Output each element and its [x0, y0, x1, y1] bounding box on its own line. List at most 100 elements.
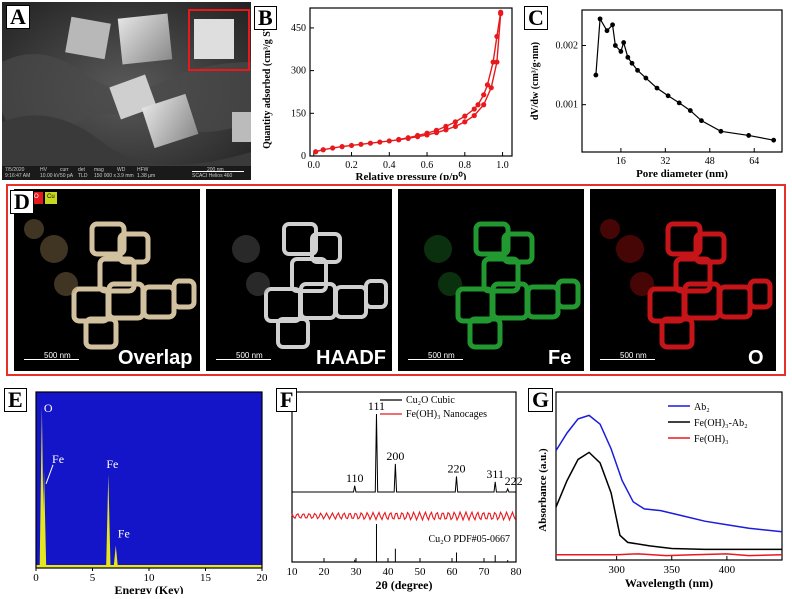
plot-frame — [555, 391, 783, 561]
eds-peak — [113, 545, 118, 568]
y-tick-label: 0.001 — [556, 100, 579, 111]
isotherm-point — [462, 119, 468, 125]
eds-baseline — [36, 565, 262, 568]
map-haadf: 500 nm HAADF — [206, 189, 392, 371]
x-tick-label: 20 — [257, 572, 269, 584]
panel-g: Ab₂ Fe(OH)₃-Ab₂ Fe(OH)₃ 300 350 400 Wavelength… — [528, 384, 790, 594]
x-tick-label: 400 — [719, 564, 736, 576]
x-tick-label: 10 — [144, 572, 156, 584]
isotherm-point — [358, 141, 364, 147]
map-o-drawing — [600, 219, 773, 350]
x-tick-label: 60 — [447, 566, 459, 578]
isotherm-point — [484, 82, 491, 88]
sem-hv: HV — [40, 167, 47, 173]
x-axis-label: Pore diameter (nm) — [636, 168, 728, 180]
eds-peak — [41, 470, 47, 568]
pore-point — [718, 128, 724, 134]
chart-e-eds: O Fe Fe Fe 0 5 10 15 20 Energy (Kev) — [33, 391, 269, 597]
uv-series-1 — [555, 451, 782, 551]
pore-point — [746, 133, 752, 138]
x-tick-label: 70 — [479, 566, 491, 578]
x-tick-label: 64 — [749, 156, 759, 167]
xrd-peak-label: 222 — [505, 474, 523, 488]
sem-curr: curr — [60, 167, 69, 173]
xrd-reference-label: Cu₂O PDF#05-0667 — [428, 534, 510, 545]
sem-image: 7/5/2020 HV curr det mag WD HFW 200 nm 9… — [2, 2, 251, 180]
pore-line — [595, 16, 774, 141]
sem-hv-val: 10.00 kV — [40, 173, 60, 179]
isotherm-point — [433, 127, 440, 133]
x-tick-label: 5 — [90, 572, 96, 584]
sem-info-bar: 7/5/2020 HV curr det mag WD HFW 200 nm 9… — [2, 166, 251, 180]
sem-wd: WD — [117, 167, 126, 173]
isotherm-branch-0 — [315, 13, 502, 153]
uv-series-2 — [556, 553, 783, 557]
pore-point — [635, 67, 640, 73]
xrd-peak-label: 110 — [346, 471, 364, 485]
panel-label-a: A — [6, 5, 30, 29]
isotherm-point — [386, 138, 392, 144]
isotherm-point — [405, 135, 411, 141]
x-tick-label: 0.4 — [383, 160, 396, 171]
sem-time: 9:16:47 AM — [5, 173, 31, 179]
isotherm-point — [481, 102, 487, 108]
y-tick-label: 450 — [291, 23, 306, 34]
x-tick-label: 0.0 — [308, 160, 321, 171]
panel-e: O Fe Fe Fe 0 5 10 15 20 Energy (Kev) E — [4, 384, 274, 597]
eds-peak-label: O — [44, 401, 53, 415]
isotherm-point — [348, 142, 355, 149]
x-tick-label: 16 — [616, 156, 626, 167]
eds-arrow — [45, 464, 54, 484]
eds-peak — [106, 474, 111, 568]
pore-point — [612, 43, 618, 48]
panel-label-d: D — [10, 190, 34, 214]
pore-point — [629, 60, 635, 66]
panel-c: C 16 32 48 64 0.001 0.002 Pore diameter (nm) dV… — [524, 2, 790, 180]
pore-point — [597, 16, 603, 22]
scale-bar-overlap — [24, 359, 79, 360]
isotherm-point — [424, 130, 430, 136]
x-tick-label: 40 — [383, 566, 395, 578]
xrd-peak-label: 111 — [368, 399, 385, 413]
isotherm-point — [481, 92, 487, 98]
chart-c-pore-distribution: 16 32 48 64 0.001 0.002 Pore diameter (nm) dV/d… — [530, 9, 783, 180]
pore-point — [593, 72, 599, 78]
legend-tag-cu: Cu — [47, 194, 55, 200]
isotherm-point — [490, 59, 496, 65]
pore-point — [687, 108, 693, 113]
sem-cubes-drawing — [2, 2, 251, 180]
panel-label-b: B — [254, 6, 277, 30]
uv-series-0 — [555, 414, 783, 533]
panel-d: Fe O Cu 500 nm Overlap 500 nm HAADF — [6, 184, 786, 376]
sem-mag: mag — [94, 167, 104, 173]
pore-point — [625, 54, 631, 60]
isotherm-point — [494, 59, 500, 65]
isotherm-point — [320, 147, 326, 153]
scale-bar-o — [600, 359, 655, 360]
isotherm-point — [313, 149, 319, 155]
pore-point — [676, 100, 682, 106]
legend-entry-2: Fe(OH)₃ — [694, 434, 729, 445]
isotherm-point — [488, 85, 494, 91]
map-overlap: Fe O Cu 500 nm Overlap — [14, 189, 200, 371]
xrd-peak-label: 220 — [447, 461, 465, 475]
xrd-cubic-line — [292, 413, 516, 493]
pore-point — [665, 93, 671, 99]
isotherm-point — [443, 123, 449, 129]
xrd-peak-label: 200 — [386, 449, 404, 463]
isotherm-point — [339, 144, 345, 150]
plot-frame — [291, 391, 517, 563]
y-axis-label: dV/dw (cm³/g·nm) — [530, 42, 541, 120]
legend-entry-0: Ab₂ — [694, 402, 710, 413]
pore-point — [654, 85, 660, 91]
pore-point — [771, 137, 777, 143]
chart-b-isotherm: 0.0 0.2 0.4 0.6 0.8 1.0 0 150 300 450 Relative pre… — [262, 7, 513, 183]
isotherm-point — [452, 123, 458, 129]
scale-text-o: 500 nm — [620, 351, 647, 360]
isotherm-point — [475, 102, 481, 108]
y-tick-label: 0.002 — [556, 41, 579, 52]
scale-text-haadf: 500 nm — [236, 351, 263, 360]
pore-point — [621, 40, 627, 45]
x-tick-label: 0.6 — [421, 160, 434, 171]
isotherm-point — [452, 119, 458, 125]
